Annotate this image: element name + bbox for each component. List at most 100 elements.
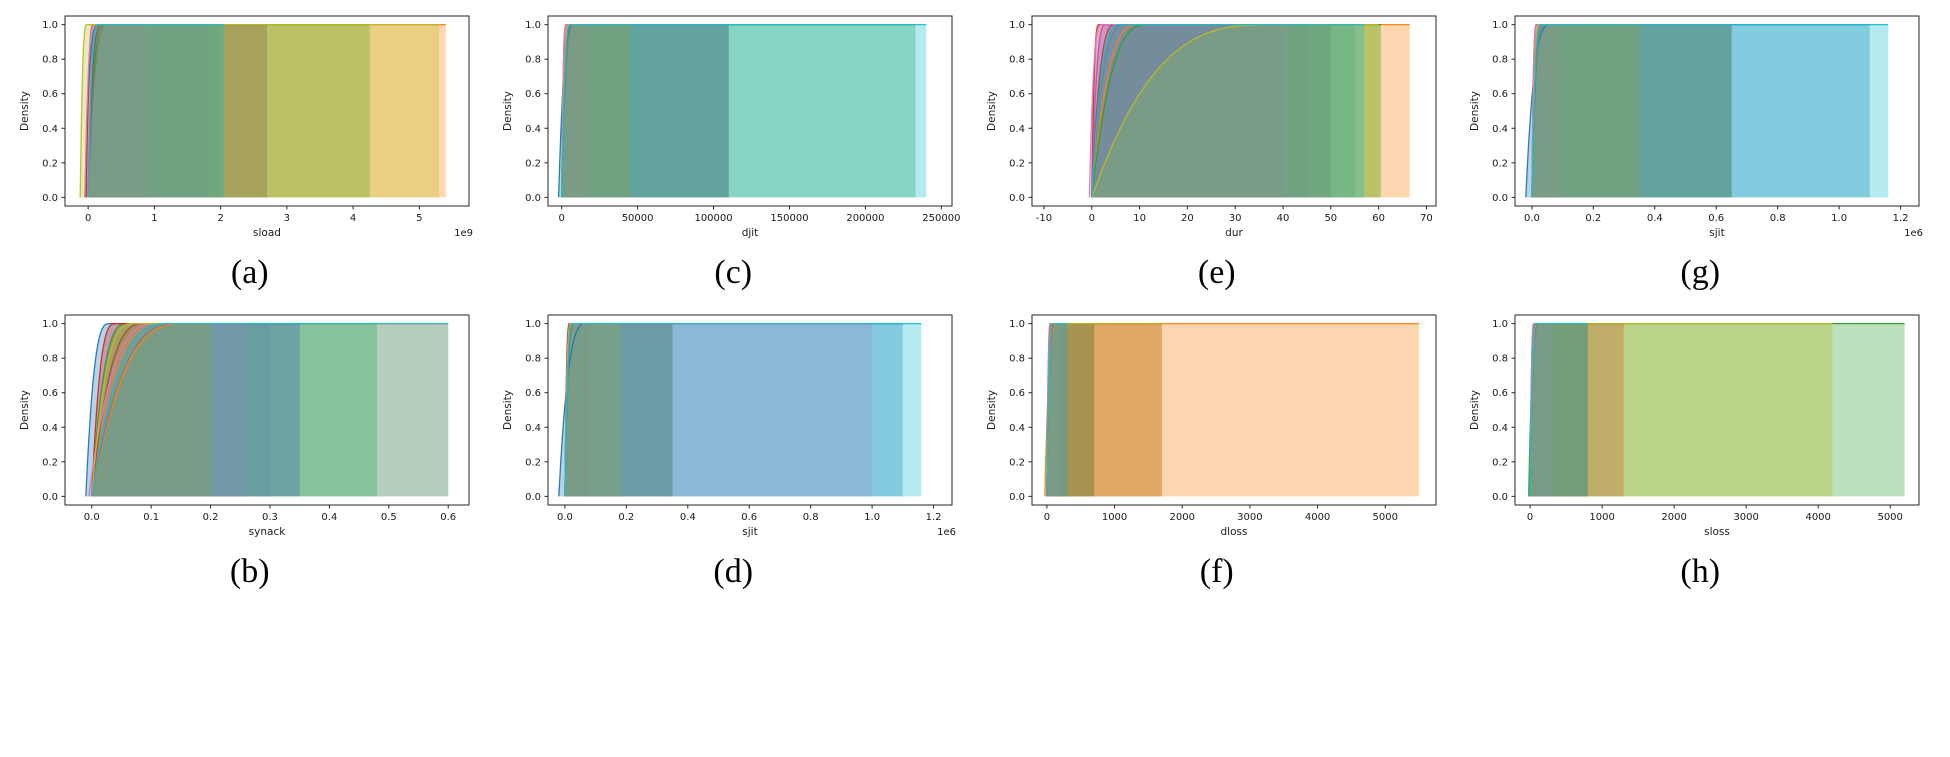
subplot-cell-h: 0 1000 2000 3000 4000 5000 0.0 0.2 0.4 0.6 0.8 1.0 s… (1459, 305, 1943, 590)
y-axis-label: Density (986, 91, 998, 131)
y-axis-label: Density (19, 390, 31, 430)
series-curve (79, 23, 439, 198)
figure-grid: 0 1 2 3 4 5 0.0 0.2 0.4 0.6 0.8 1.0 sload Density 1e9 … (8, 6, 1943, 591)
axes-spines (547, 314, 953, 506)
series-fill (1528, 323, 1905, 497)
x-tick-label: 0.4 (680, 512, 696, 523)
series-fill (561, 24, 631, 198)
y-axis: 0.0 0.2 0.4 0.6 0.8 1.0 (525, 320, 549, 503)
subplot-cell-c: 0 50000 100000 150000 200000 250000 0.0 0.2 0.4 0… (492, 6, 976, 291)
y-tick-label: 0.0 (42, 193, 58, 204)
series-fill (1532, 24, 1563, 198)
x-tick-label: 50000 (622, 213, 654, 224)
x-axis: -10 0 10 20 30 40 50 60 70 (1036, 206, 1433, 224)
series-fill (1532, 24, 1563, 198)
subplot-c-plot: 0 50000 100000 150000 200000 2500000.00.20.40… (498, 6, 969, 248)
subplot-cell-b: 0.0 0.1 0.2 0.3 0.4 0.5 0.6 0.0 0.2 0.4 0.6 0.8 1.0 s… (8, 305, 492, 590)
series-line-group (558, 323, 922, 497)
series-fill (91, 323, 448, 497)
series-fill (87, 24, 267, 198)
x-tick-label: 0.4 (321, 512, 337, 523)
x-tick-label: 4 (350, 213, 356, 224)
series-fill (1091, 24, 1283, 198)
y-axis: 0.0 0.2 0.4 0.6 0.8 1.0 (42, 20, 65, 204)
x-axis-label: sjit (1710, 227, 1725, 239)
x-tick-label: 0.5 (381, 512, 397, 523)
x-tick-label: 1 (151, 213, 157, 224)
y-tick-label: 1.0 (525, 20, 541, 31)
series-fill (87, 24, 224, 198)
axis-offset-label: 1e6 (937, 527, 956, 538)
series-fill (565, 323, 673, 497)
y-tick-label: 0.0 (42, 492, 58, 503)
subplot-caption-h: (h) (1680, 553, 1721, 591)
series-fill (91, 323, 300, 497)
series-fill (561, 24, 927, 198)
y-tick-label: 0.2 (525, 458, 541, 469)
x-tick-label: 0.0 (557, 512, 573, 523)
series-fill (1532, 24, 1640, 198)
series-fill (565, 323, 621, 497)
axes-spines (1031, 314, 1437, 506)
series-fill (87, 24, 208, 198)
x-tick-label: 150000 (771, 213, 809, 224)
x-tick-label: 2000 (1169, 512, 1194, 523)
axes-spines (64, 15, 470, 207)
x-tick-label: 1.0 (1831, 213, 1847, 224)
series-fill (1091, 24, 1307, 198)
y-tick-label: 0.2 (1009, 458, 1025, 469)
series-area-group (1526, 24, 1889, 198)
x-tick-label: 5000 (1878, 512, 1903, 523)
series-fill (88, 323, 246, 497)
series-area-group (1528, 323, 1905, 497)
subplot-f-plot: 0 1000 2000 3000 4000 5000 0.0 0.2 0.4 0.6 0.8 1.0 d… (981, 305, 1452, 548)
series-fill (561, 24, 631, 198)
series-fill (1046, 323, 1067, 497)
subplot-caption-g: (g) (1680, 254, 1721, 291)
x-tick-label: 0.2 (202, 512, 218, 523)
series-curve (1529, 323, 1588, 497)
series-fill (565, 323, 673, 497)
series-fill (1046, 323, 1095, 497)
y-tick-label: 0.2 (42, 158, 58, 169)
y-tick-label: 0.8 (1009, 55, 1025, 66)
x-tick-label: 0 (1088, 213, 1094, 224)
y-tick-label: 0.2 (1492, 458, 1508, 469)
y-tick-label: 0.0 (1009, 193, 1025, 204)
series-fill (1532, 24, 1889, 198)
y-tick-label: 0.4 (42, 124, 58, 135)
x-tick-label: -10 (1036, 213, 1052, 224)
series-fill (91, 323, 211, 497)
x-tick-label: 1000 (1102, 512, 1127, 523)
series-line-group (79, 23, 446, 198)
x-axis: 0 1 2 3 4 5 (85, 206, 422, 224)
x-tick-label: 5000 (1372, 512, 1397, 523)
series-fill (84, 24, 221, 198)
y-tick-label: 0.6 (1009, 389, 1025, 400)
series-curve (564, 323, 922, 497)
x-axis-label: dloss (1220, 526, 1247, 538)
series-fill (1530, 323, 1588, 497)
series-fill (1530, 323, 1588, 497)
x-tick-label: 1.2 (926, 512, 942, 523)
series-area-group (79, 24, 446, 198)
series-fill (1046, 323, 1162, 497)
series-fill (1530, 323, 1588, 497)
series-fill (1526, 24, 1871, 198)
series-fill (91, 323, 211, 497)
series-curve (90, 323, 211, 497)
series-fill (79, 24, 439, 198)
series-fill (1530, 323, 1588, 497)
series-fill (1044, 323, 1419, 497)
subplot-caption-d: (d) (713, 553, 754, 591)
x-tick-label: 0 (85, 213, 91, 224)
x-axis-label: sload (253, 227, 281, 239)
y-tick-label: 0.4 (525, 124, 541, 135)
y-tick-label: 0.2 (525, 158, 541, 169)
series-fill (565, 323, 673, 497)
y-tick-label: 1.0 (42, 20, 58, 31)
subplot-caption-e: (e) (1197, 254, 1236, 291)
x-tick-label: 0.6 (742, 512, 758, 523)
series-fill (565, 323, 621, 497)
y-tick-label: 0.6 (525, 89, 541, 100)
